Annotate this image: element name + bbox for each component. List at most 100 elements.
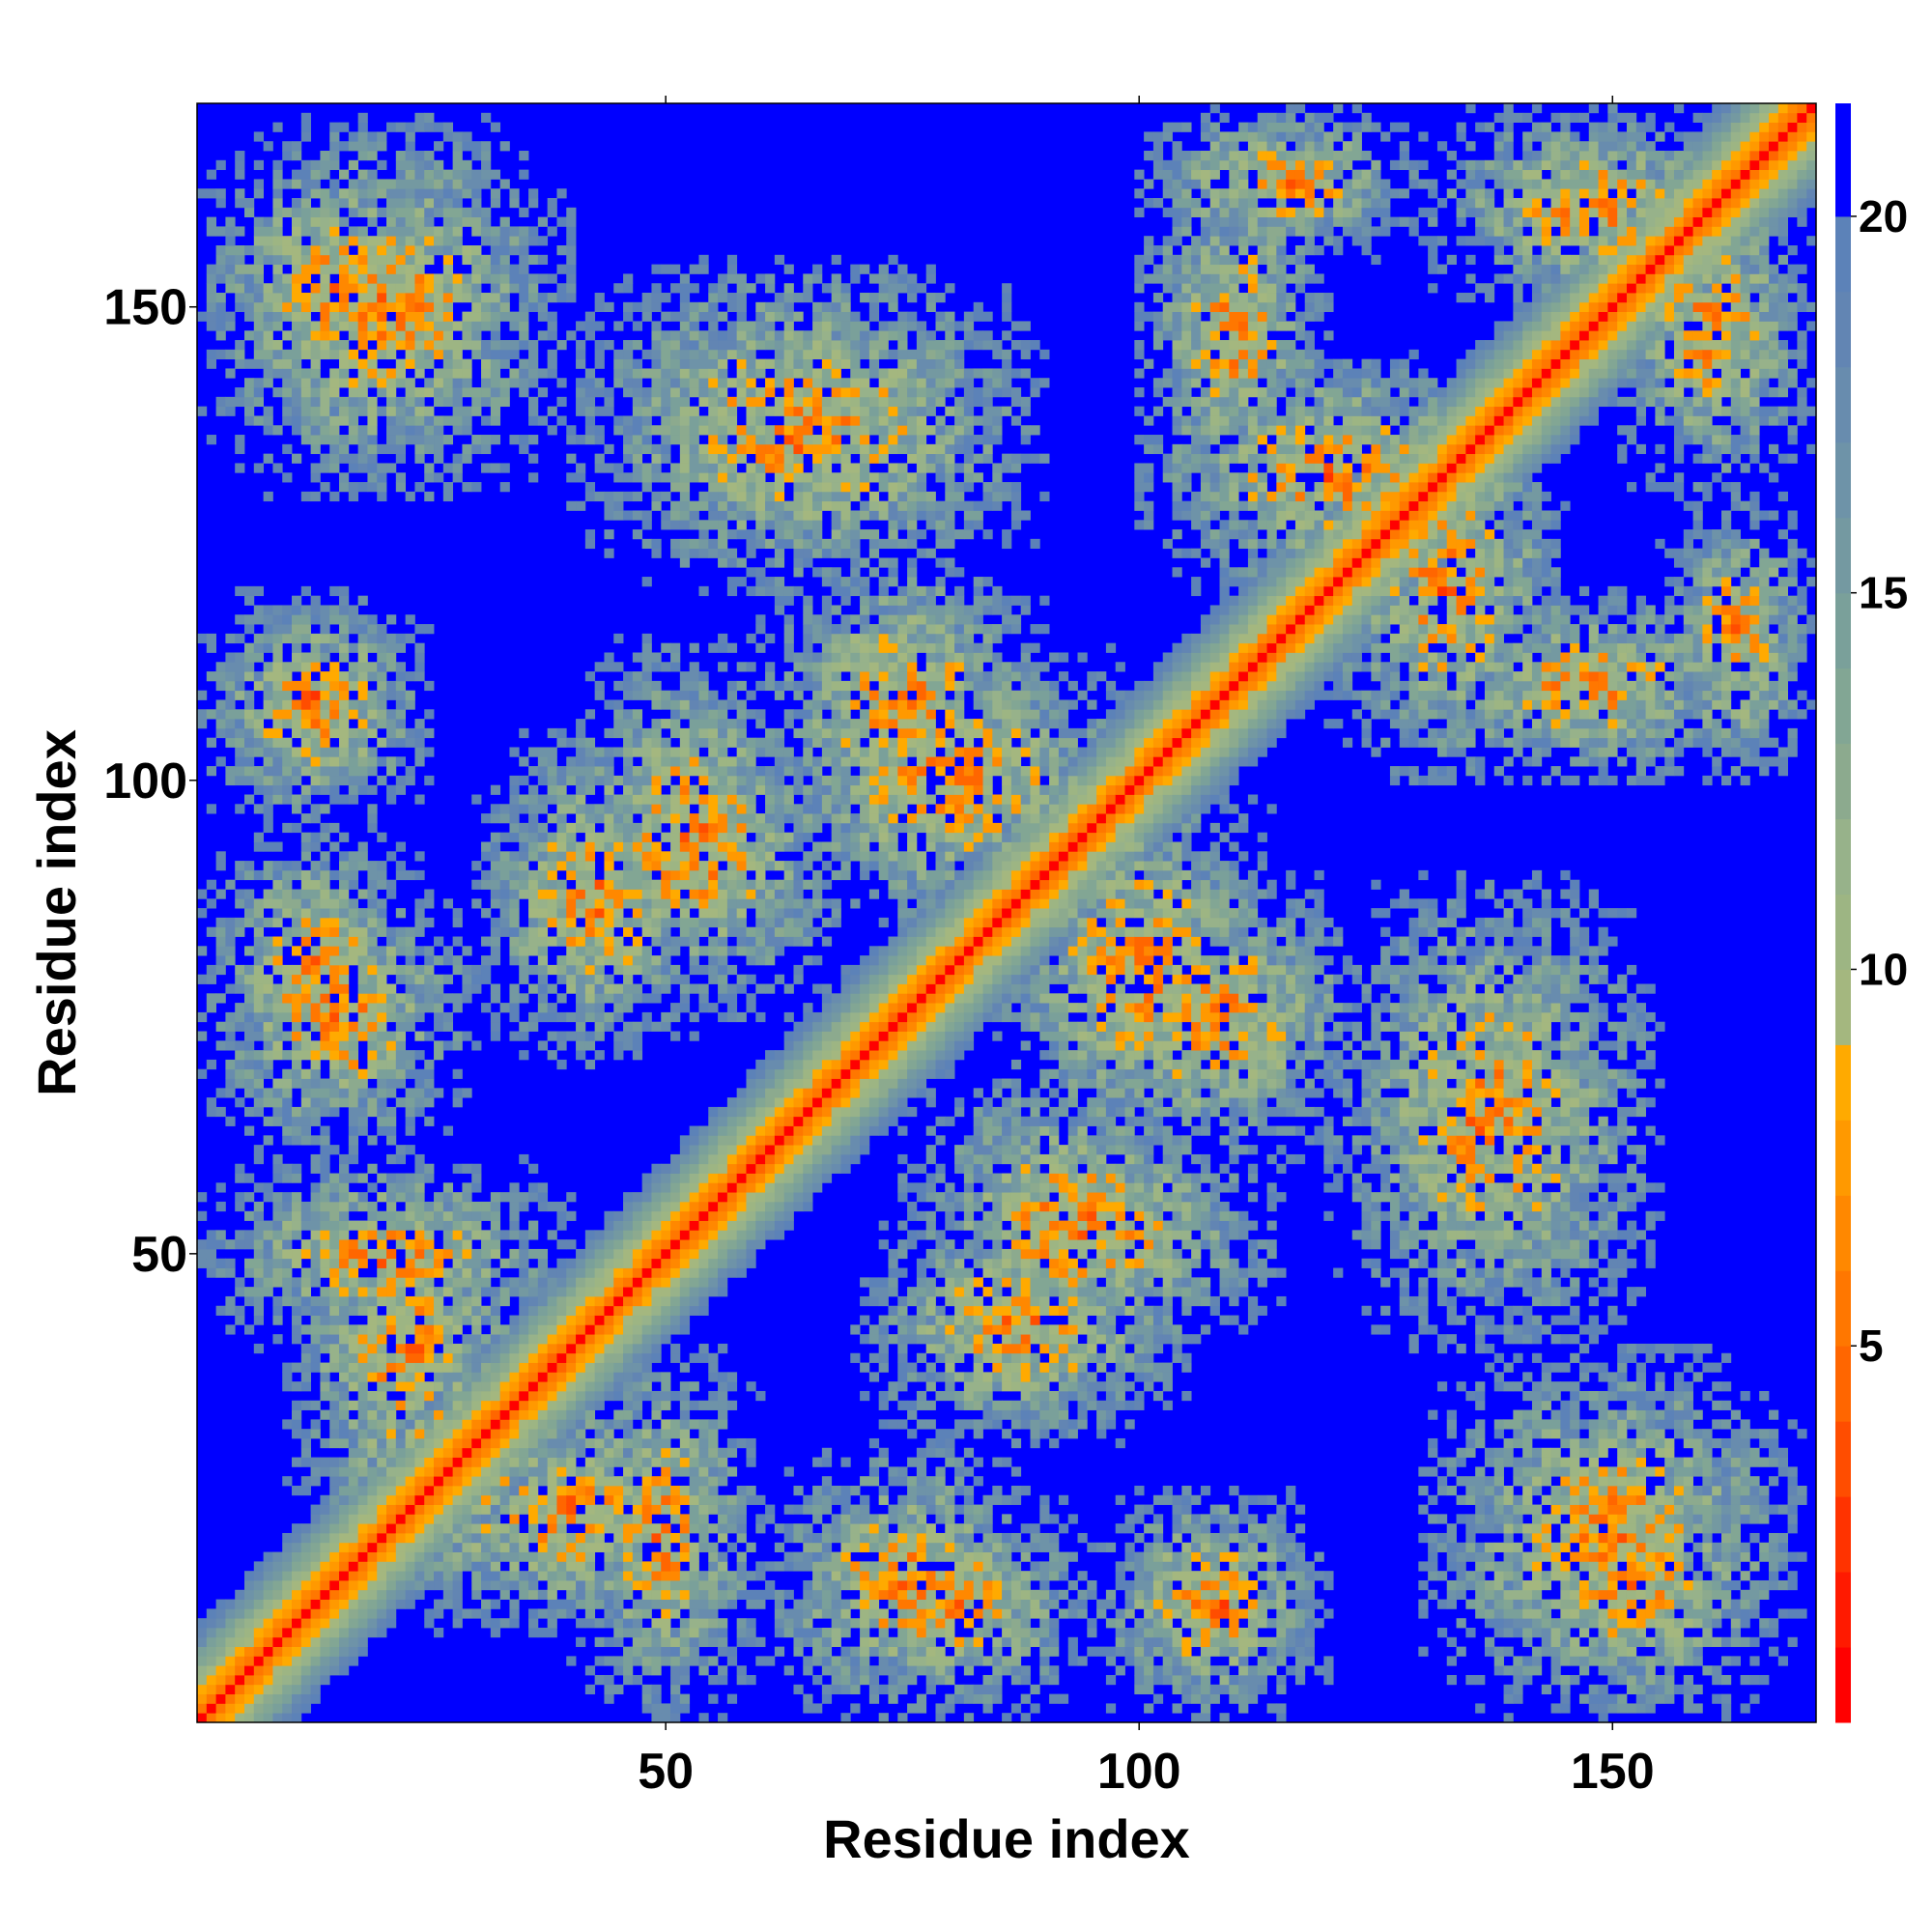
heatmap-cell bbox=[320, 946, 330, 956]
heatmap-cell bbox=[613, 964, 624, 976]
heatmap-cell bbox=[452, 1239, 463, 1250]
heatmap-cell bbox=[594, 832, 605, 842]
heatmap-cell bbox=[225, 1031, 236, 1041]
heatmap-cell bbox=[481, 396, 492, 408]
heatmap-cell bbox=[462, 946, 472, 956]
heatmap-cell bbox=[481, 1334, 492, 1345]
heatmap-cell bbox=[641, 756, 652, 767]
heatmap-cell bbox=[424, 1419, 435, 1430]
heatmap-cell bbox=[386, 378, 397, 388]
heatmap-cell bbox=[604, 1466, 614, 1477]
heatmap-cell bbox=[424, 1173, 435, 1183]
heatmap-cell bbox=[292, 406, 302, 416]
heatmap-cell bbox=[679, 340, 691, 351]
heatmap-cell bbox=[386, 1362, 397, 1373]
heatmap-cell bbox=[320, 1239, 330, 1250]
heatmap-cell bbox=[310, 1021, 321, 1032]
heatmap-cell bbox=[339, 1230, 350, 1240]
heatmap-cell bbox=[282, 614, 293, 625]
heatmap-cell bbox=[357, 1088, 368, 1098]
heatmap-cell bbox=[434, 1627, 444, 1638]
heatmap-cell bbox=[424, 1305, 435, 1316]
heatmap-cell bbox=[509, 1561, 520, 1572]
heatmap-cell bbox=[377, 349, 387, 360]
heatmap-cell bbox=[528, 1571, 539, 1581]
heatmap-cell bbox=[632, 510, 643, 521]
heatmap-cell bbox=[670, 1485, 681, 1496]
heatmap-cell bbox=[244, 1078, 255, 1089]
heatmap-cell bbox=[499, 293, 510, 303]
heatmap-cell bbox=[339, 482, 350, 493]
heatmap-cell bbox=[556, 861, 567, 871]
heatmap-cell bbox=[452, 321, 463, 331]
heatmap-cell bbox=[613, 1239, 624, 1250]
heatmap-cell bbox=[235, 159, 245, 171]
heatmap-cell bbox=[377, 974, 387, 984]
heatmap-cell bbox=[434, 1220, 444, 1231]
heatmap-cell bbox=[395, 340, 407, 351]
heatmap-cell bbox=[442, 974, 454, 984]
heatmap-cell bbox=[329, 453, 340, 464]
heatmap-cell bbox=[462, 1201, 472, 1212]
heatmap-cell bbox=[556, 396, 567, 408]
heatmap-cell bbox=[386, 1504, 397, 1515]
heatmap-cell bbox=[509, 1542, 520, 1552]
heatmap-cell bbox=[300, 1665, 312, 1676]
heatmap-cell bbox=[339, 1504, 350, 1515]
heatmap-cell bbox=[367, 633, 378, 644]
heatmap-cell bbox=[547, 1561, 557, 1572]
heatmap-cell bbox=[434, 1542, 444, 1552]
heatmap-cell bbox=[329, 131, 340, 142]
heatmap-cell bbox=[414, 898, 425, 909]
heatmap-cell bbox=[547, 406, 557, 416]
heatmap-cell bbox=[689, 1457, 699, 1467]
heatmap-cell bbox=[235, 188, 245, 199]
heatmap-cell bbox=[442, 1532, 454, 1544]
heatmap-cell bbox=[623, 841, 634, 852]
heatmap-cell bbox=[670, 719, 681, 729]
heatmap-cell bbox=[584, 822, 596, 834]
heatmap-cell bbox=[576, 378, 586, 388]
heatmap-cell bbox=[263, 1571, 273, 1581]
heatmap-cell bbox=[292, 396, 302, 408]
heatmap-cell bbox=[339, 642, 350, 653]
heatmap-cell bbox=[566, 822, 577, 834]
heatmap-cell bbox=[566, 435, 577, 445]
heatmap-cell bbox=[424, 1239, 435, 1250]
heatmap-cell bbox=[405, 406, 415, 416]
heatmap-cell bbox=[282, 926, 293, 937]
heatmap-cell bbox=[576, 1551, 586, 1562]
heatmap-cell bbox=[310, 861, 321, 871]
heatmap-cell bbox=[613, 1050, 624, 1061]
heatmap-cell bbox=[225, 245, 236, 256]
heatmap-cell bbox=[490, 1352, 501, 1363]
heatmap-cell bbox=[357, 1646, 368, 1657]
heatmap-cell bbox=[282, 662, 293, 672]
heatmap-cell bbox=[320, 406, 330, 416]
heatmap-cell bbox=[377, 1571, 387, 1581]
heatmap-cell bbox=[386, 633, 397, 644]
heatmap-cell bbox=[623, 415, 634, 426]
heatmap-cell bbox=[679, 1201, 691, 1212]
heatmap-cell bbox=[613, 349, 624, 360]
heatmap-cell bbox=[604, 926, 614, 937]
heatmap-cell bbox=[310, 159, 321, 171]
heatmap-cell bbox=[282, 358, 293, 369]
heatmap-cell bbox=[377, 1466, 387, 1477]
heatmap-cell bbox=[272, 1599, 283, 1609]
heatmap-cell bbox=[414, 1173, 425, 1183]
heatmap-cell bbox=[679, 1324, 691, 1335]
heatmap-cell bbox=[452, 226, 463, 237]
heatmap-cell bbox=[215, 1674, 226, 1686]
heatmap-cell bbox=[471, 482, 482, 493]
heatmap-cell bbox=[623, 453, 634, 464]
heatmap-cell bbox=[215, 861, 226, 871]
heatmap-cell bbox=[272, 784, 283, 795]
heatmap-cell bbox=[253, 841, 265, 852]
heatmap-cell bbox=[490, 198, 501, 209]
heatmap-cell bbox=[434, 273, 444, 284]
heatmap-cell bbox=[604, 1287, 614, 1297]
heatmap-cell bbox=[528, 368, 539, 379]
heatmap-cell bbox=[632, 879, 643, 890]
heatmap-cell bbox=[434, 453, 444, 464]
